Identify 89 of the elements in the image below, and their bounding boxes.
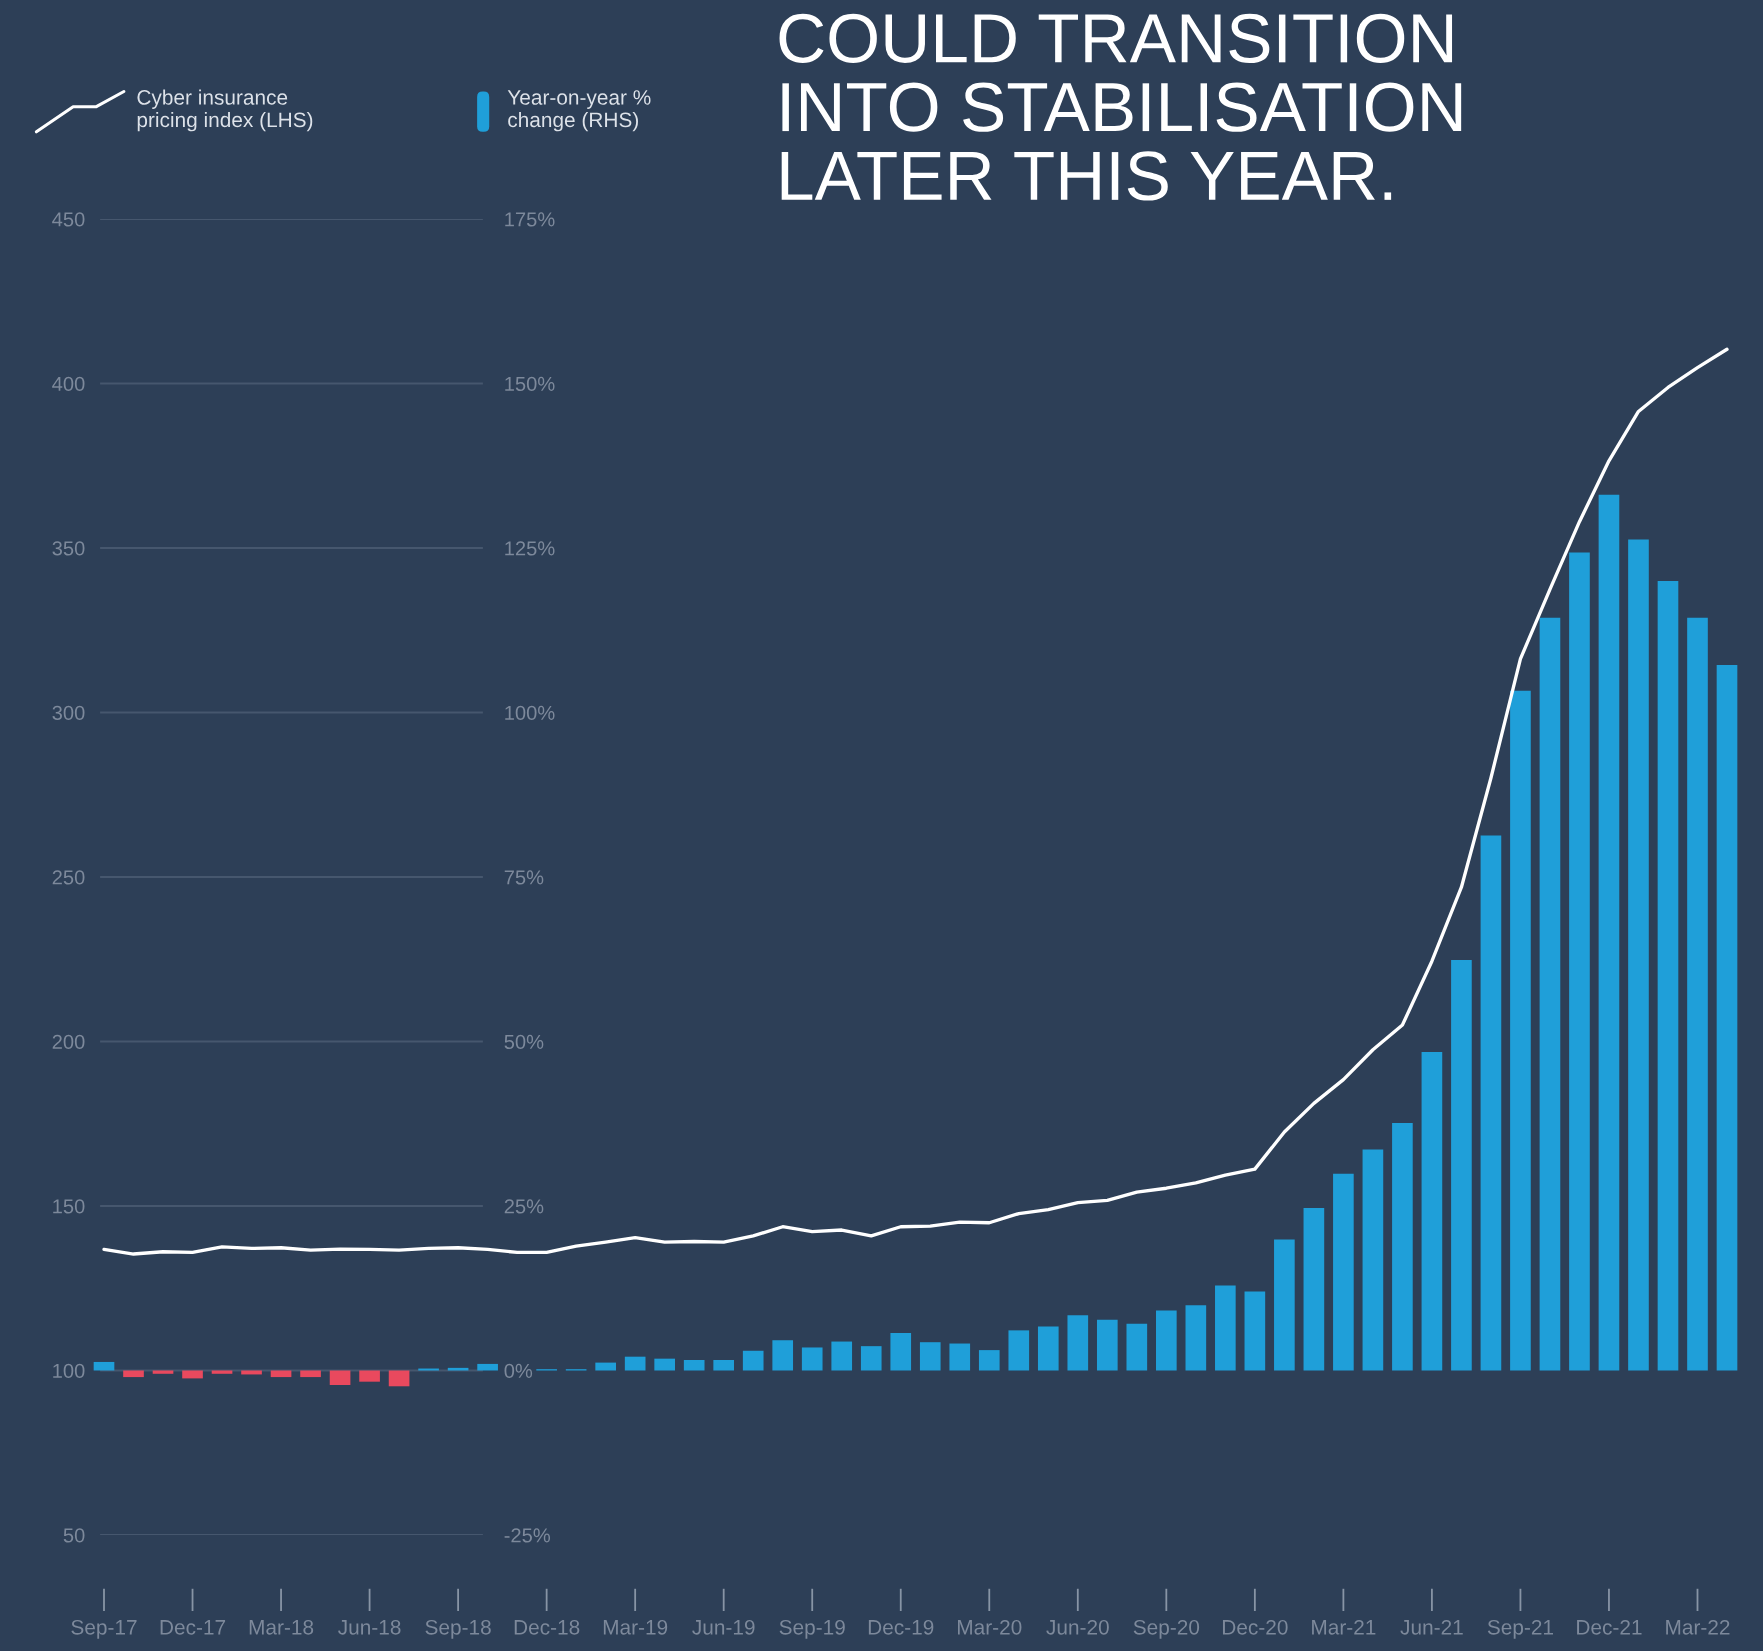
bar	[713, 1359, 735, 1371]
bar	[1687, 617, 1708, 1371]
y2-tick-label: 50%	[504, 1034, 544, 1049]
y-tick-label: 300	[52, 705, 85, 720]
y-tick-label: 350	[52, 541, 85, 556]
bar	[1628, 539, 1649, 1371]
x-tick-label: Sep-17	[71, 1619, 137, 1639]
bar	[1096, 1319, 1118, 1371]
line-series	[102, 347, 1729, 1256]
x-tick-label: Sep-18	[425, 1619, 491, 1639]
x-tick-label: Jun-21	[1400, 1619, 1463, 1635]
bar	[1569, 552, 1590, 1371]
y-tick-label: 50	[63, 1528, 85, 1543]
y2-tick-label: 25%	[504, 1199, 544, 1214]
bar	[831, 1341, 853, 1371]
y-tick-label: 150	[53, 1199, 85, 1214]
bar	[978, 1350, 1000, 1371]
bar	[683, 1359, 705, 1371]
bar	[1510, 690, 1531, 1371]
x-tick-label: Dec-17	[160, 1620, 226, 1635]
y-tick-label: 100	[53, 1363, 85, 1378]
bar	[1598, 494, 1620, 1371]
x-tick-label: Mar-21	[1312, 1619, 1376, 1635]
y2-tick-label: 125%	[505, 541, 555, 556]
bar	[123, 1370, 144, 1378]
y2-tick-label: 175%	[505, 212, 555, 227]
bar	[300, 1370, 321, 1378]
bar	[1716, 665, 1738, 1371]
x-tick-label: Sep-20	[1133, 1619, 1200, 1639]
bar	[388, 1370, 410, 1387]
bar	[1657, 580, 1679, 1371]
bar	[1480, 835, 1502, 1371]
bar	[1451, 959, 1472, 1371]
bar	[1539, 617, 1561, 1371]
x-tick-label: Jun-19	[692, 1619, 755, 1635]
bar	[1421, 1052, 1443, 1371]
chart-title: COULD TRANSITION INTO STABILISATION LATER THIS YEAR.	[779, 13, 1462, 201]
bar	[860, 1346, 882, 1371]
bar	[447, 1367, 469, 1371]
bar	[1008, 1330, 1030, 1371]
x-tick-label: Mar-18	[249, 1619, 314, 1635]
bar	[1333, 1173, 1354, 1371]
y-tick-label: 450	[52, 212, 85, 227]
x-tick-label: Sep-19	[779, 1619, 845, 1639]
y-tick-label: 250	[52, 870, 85, 885]
bar	[1156, 1310, 1177, 1371]
x-tick-label: Dec-19	[868, 1619, 934, 1635]
bar	[624, 1356, 646, 1371]
y2-tick-label: 0%	[504, 1363, 533, 1378]
bar	[1244, 1291, 1266, 1371]
bar	[890, 1332, 912, 1371]
bar	[1126, 1323, 1148, 1371]
x-tick-label: Mar-22	[1666, 1619, 1730, 1635]
bar	[182, 1370, 203, 1379]
bar	[1303, 1207, 1325, 1371]
x-tick-label: Dec-18	[514, 1619, 580, 1635]
bar	[801, 1347, 823, 1371]
y2-tick-label: 100%	[505, 705, 555, 720]
y-tick-label: 400	[52, 376, 85, 391]
y-tick-label: 200	[52, 1034, 85, 1049]
bar	[93, 1361, 115, 1371]
bar	[595, 1362, 616, 1371]
bar	[654, 1358, 675, 1371]
y2-tick-label: -25%	[504, 1528, 551, 1543]
bar	[1037, 1326, 1059, 1371]
x-tick-label: Mar-20	[957, 1619, 1022, 1635]
bar	[742, 1350, 764, 1371]
legend-label: Cyber insurance pricing index (LHS)	[137, 89, 313, 132]
bar	[1392, 1123, 1413, 1371]
x-tick-label: Sep-21	[1487, 1619, 1554, 1639]
bar	[919, 1342, 941, 1371]
y2-tick-label: 150%	[505, 376, 555, 391]
x-tick-label: Dec-21	[1577, 1619, 1642, 1635]
y2-tick-label: 75%	[504, 870, 544, 885]
x-tick-label: Mar-19	[603, 1619, 668, 1635]
x-tick-label: Dec-20	[1222, 1619, 1288, 1635]
bar	[949, 1343, 971, 1371]
bar	[1362, 1149, 1384, 1371]
x-tick-label: Jun-18	[338, 1619, 401, 1635]
bar	[1067, 1315, 1089, 1371]
bar	[1185, 1305, 1207, 1371]
bar	[329, 1370, 351, 1385]
bar	[1274, 1239, 1295, 1371]
bar	[477, 1363, 498, 1371]
bar	[1215, 1285, 1236, 1371]
bar	[772, 1340, 794, 1371]
legend-label: Year-on-year % change (RHS)	[507, 90, 651, 132]
bar	[359, 1370, 380, 1382]
x-tick-label: Jun-20	[1046, 1619, 1109, 1635]
